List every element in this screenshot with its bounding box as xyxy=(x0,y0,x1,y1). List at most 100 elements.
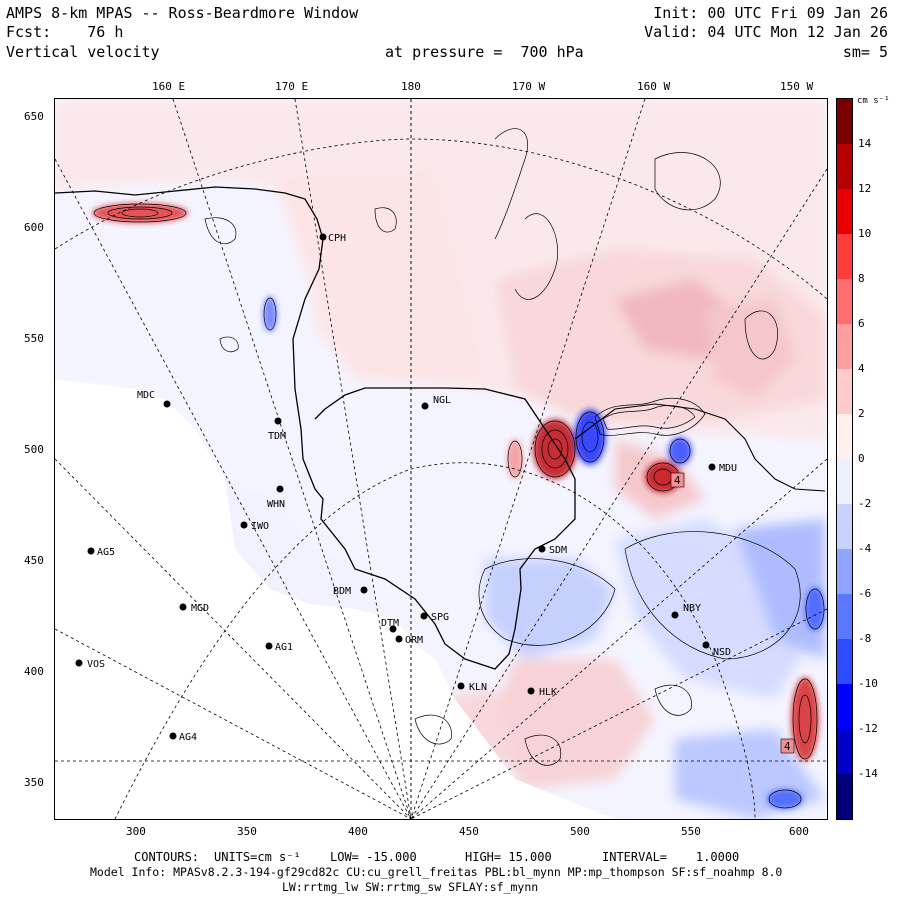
forecast-hour: Fcst: 76 h xyxy=(6,23,124,41)
station-cph: CPH xyxy=(319,233,346,244)
x-tick-450: 450 xyxy=(459,825,479,838)
station-label-kln: KLN xyxy=(469,682,487,693)
strong-ascent-features: 4 4 xyxy=(92,128,825,809)
pressure-level: at pressure = 700 hPa xyxy=(385,43,584,61)
colorbar-label-neg12: -12 xyxy=(858,722,878,735)
y-tick-600: 600 xyxy=(24,221,44,234)
colorbar-label-8: 8 xyxy=(858,272,865,285)
station-sdm: SDM xyxy=(538,545,567,556)
station-label-cph: CPH xyxy=(328,233,346,244)
x-tick-350: 350 xyxy=(237,825,257,838)
station-label-ag4: AG4 xyxy=(179,732,197,743)
colorbar xyxy=(836,98,853,820)
station-label-vos: VOS xyxy=(87,659,105,670)
station-label-spg: SPG xyxy=(431,612,449,623)
station-label-mdu: MDU xyxy=(719,463,737,474)
y-tick-450: 450 xyxy=(24,554,44,567)
station-nby: NBY xyxy=(671,603,701,619)
station-bdm: BDM xyxy=(333,586,368,597)
x-tick-400: 400 xyxy=(348,825,368,838)
colorbar-label-6: 6 xyxy=(858,317,865,330)
station-label-whn: WHN xyxy=(267,499,285,510)
lon-label-150w: 150 W xyxy=(780,80,814,93)
map-title: AMPS 8-km MPAS -- Ross-Beardmore Window xyxy=(6,4,359,22)
station-orm: ORM xyxy=(395,635,423,646)
station-nsd: NSD xyxy=(702,641,731,658)
station-label-mdc: MDC xyxy=(137,390,155,401)
contours-low: LOW= -15.000 xyxy=(330,850,417,864)
smoothing-value: sm= 5 xyxy=(842,43,888,61)
contours-interval: INTERVAL= 1.0000 xyxy=(602,850,740,864)
station-label-dtm: DTM xyxy=(381,618,399,629)
stations: CPH NGL MDC TDM WHN IWO AG5 MGD BDM SPG … xyxy=(75,233,737,743)
no-data-region xyxy=(55,379,615,819)
colorbar-label-14: 14 xyxy=(858,137,872,150)
x-tick-550: 550 xyxy=(681,825,701,838)
station-label-orm: ORM xyxy=(405,635,423,646)
graticule xyxy=(55,99,827,819)
colorbar-label-12: 12 xyxy=(858,182,872,195)
lon-label-180: 180 xyxy=(401,80,421,93)
station-ag1: AG1 xyxy=(265,642,293,653)
station-vos: VOS xyxy=(75,659,105,670)
station-label-hlk: HLK xyxy=(539,687,557,698)
lon-label-160w: 160 W xyxy=(637,80,671,93)
svg-text:4: 4 xyxy=(674,474,681,487)
colorbar-label-neg8: -8 xyxy=(858,632,872,645)
init-time: Init: 00 UTC Fri 09 Jan 26 xyxy=(653,4,888,22)
colorbar-label-2: 2 xyxy=(858,407,865,420)
colorbar-label-neg2: -2 xyxy=(858,497,872,510)
model-info-line2: LW:rrtmg_lw SW:rrtmg_sw SFLAY:sf_mynn xyxy=(282,880,539,894)
colorbar-unit: cm s⁻¹ xyxy=(857,96,890,106)
station-label-mgd: MGD xyxy=(191,603,209,614)
coastline xyxy=(55,186,576,670)
field-name: Vertical velocity xyxy=(6,43,160,61)
station-tdm: TDM xyxy=(268,417,286,442)
station-label-sdm: SDM xyxy=(549,545,567,556)
colorbar-label-neg14: -14 xyxy=(858,767,878,780)
station-spg: SPG xyxy=(420,612,449,623)
x-tick-500: 500 xyxy=(570,825,590,838)
valid-time: Valid: 04 UTC Mon 12 Jan 26 xyxy=(644,23,888,41)
marie-byrd-coast xyxy=(574,403,826,492)
map-panel: 4 4 CPH NGL MDC T xyxy=(54,98,828,820)
station-ngl: NGL xyxy=(421,395,451,410)
station-label-nby: NBY xyxy=(683,603,701,614)
y-tick-550: 550 xyxy=(24,332,44,345)
y-tick-650: 650 xyxy=(24,110,44,123)
colorbar-label-neg6: -6 xyxy=(858,587,872,600)
svg-text:4: 4 xyxy=(784,740,791,753)
x-tick-300: 300 xyxy=(126,825,146,838)
station-ag4: AG4 xyxy=(169,732,197,743)
contours-label: CONTOURS: xyxy=(134,850,200,864)
station-label-tdm: TDM xyxy=(268,431,286,442)
station-label-iwo: IWO xyxy=(251,521,269,532)
station-hlk: HLK xyxy=(527,687,557,698)
station-label-ngl: NGL xyxy=(433,395,451,406)
station-label-bdm: BDM xyxy=(333,586,351,597)
field-shading xyxy=(55,99,827,819)
vertical-velocity-map: 4 4 CPH NGL MDC T xyxy=(55,99,827,819)
ross-ice-shelf-edge xyxy=(225,479,385,614)
station-label-ag1: AG1 xyxy=(275,642,293,653)
colorbar-label-4: 4 xyxy=(858,362,865,375)
station-kln: KLN xyxy=(457,682,487,693)
model-info: Model Info: MPASv8.2.3-194-gf29cd82c CU:… xyxy=(90,865,783,879)
station-label-nsd: NSD xyxy=(713,647,731,658)
colorbar-label-0: 0 xyxy=(858,452,865,465)
contours-units: UNITS=cm s⁻¹ xyxy=(214,850,301,864)
station-dtm: DTM xyxy=(381,618,399,633)
colorbar-label-neg4: -4 xyxy=(858,542,872,555)
station-mdu: MDU xyxy=(708,463,737,474)
y-tick-350: 350 xyxy=(24,776,44,789)
y-tick-400: 400 xyxy=(24,665,44,678)
colorbar-label-10: 10 xyxy=(858,227,872,240)
station-mgd: MGD xyxy=(179,603,209,614)
contours-high: HIGH= 15.000 xyxy=(465,850,552,864)
station-iwo: IWO xyxy=(240,521,269,532)
lon-label-170e: 170 E xyxy=(275,80,309,93)
station-whn: WHN xyxy=(267,485,285,510)
colorbar-label-neg10: -10 xyxy=(858,677,878,690)
lon-label-170w: 170 W xyxy=(512,80,546,93)
station-ag5: AG5 xyxy=(87,547,115,558)
